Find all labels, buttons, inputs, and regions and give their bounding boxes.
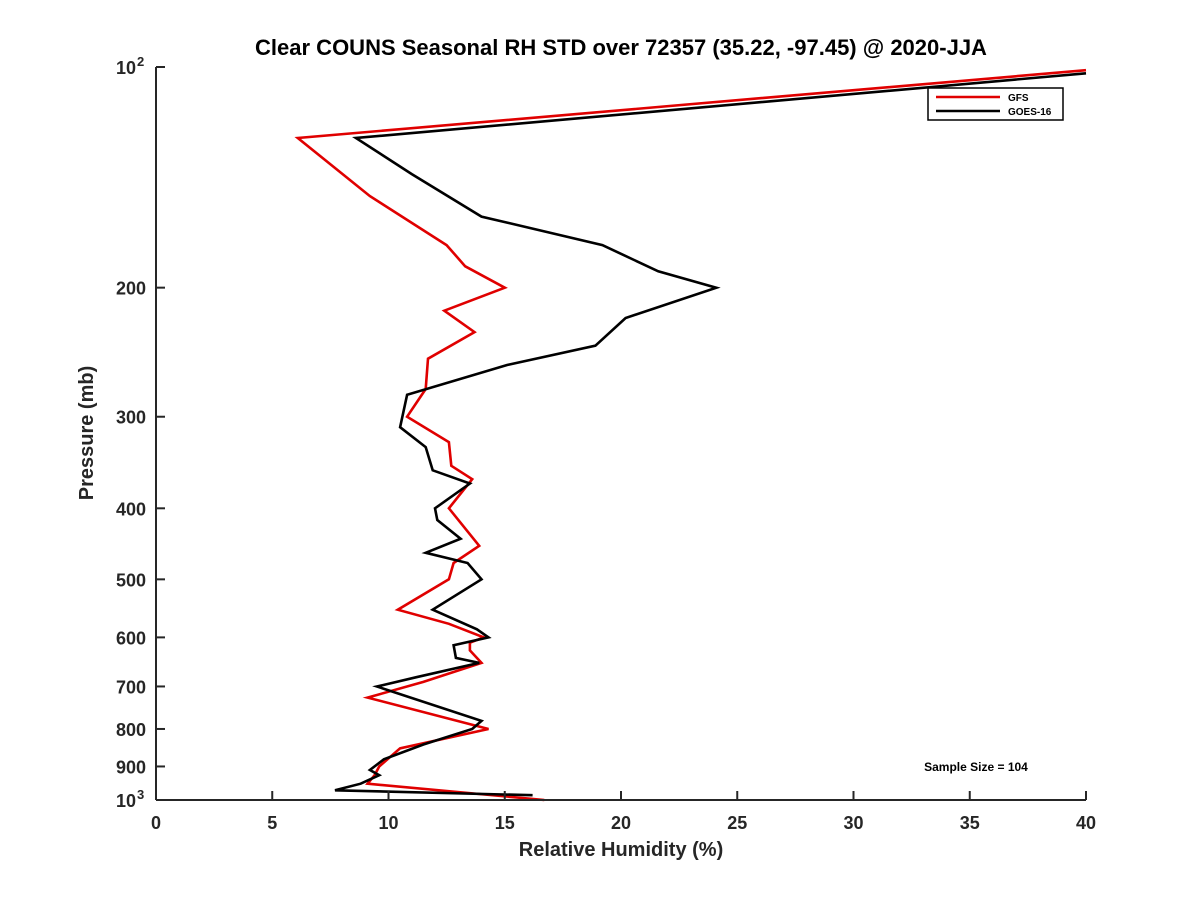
plot-background: [156, 67, 1086, 800]
sample-size-annotation: Sample Size = 104: [924, 760, 1028, 774]
series-line-gfs: [294, 68, 1087, 802]
x-tick-label: 15: [495, 813, 515, 833]
y-tick-label: 200: [116, 279, 146, 299]
y-tick-exponent: 2: [137, 54, 144, 69]
y-tick-label: 800: [116, 720, 146, 740]
y-tick-label: 600: [116, 628, 146, 648]
x-tick-label: 40: [1076, 813, 1096, 833]
x-tick-label: 5: [267, 813, 277, 833]
x-tick-label: 25: [727, 813, 747, 833]
legend-label: GOES-16: [1008, 107, 1052, 118]
series-line-goes-16: [334, 72, 1087, 797]
y-tick-label: 700: [116, 677, 146, 697]
y-tick-exponent: 3: [137, 787, 144, 802]
x-tick-label: 10: [378, 813, 398, 833]
y-tick-label: 10: [116, 58, 136, 78]
x-tick-label: 0: [151, 813, 161, 833]
y-tick-label: 500: [116, 570, 146, 590]
legend: GFS GOES-16: [927, 87, 1064, 121]
x-tick-label: 30: [843, 813, 863, 833]
plot-area: [156, 67, 1086, 800]
x-tick-label: 35: [960, 813, 980, 833]
legend-label: GFS: [1008, 93, 1029, 104]
legend-box: [927, 87, 1064, 121]
y-tick-label: 400: [116, 499, 146, 519]
x-tick-label: 20: [611, 813, 631, 833]
y-axis-label: Pressure (mb): [76, 366, 98, 501]
y-tick-label: 900: [116, 757, 146, 777]
y-tick-label: 10: [116, 791, 136, 811]
y-tick-label: 300: [116, 408, 146, 428]
series-layer: [294, 68, 1087, 802]
chart-title: Clear COUNS Seasonal RH STD over 72357 (…: [255, 35, 987, 60]
x-axis-label: Relative Humidity (%): [519, 839, 723, 861]
